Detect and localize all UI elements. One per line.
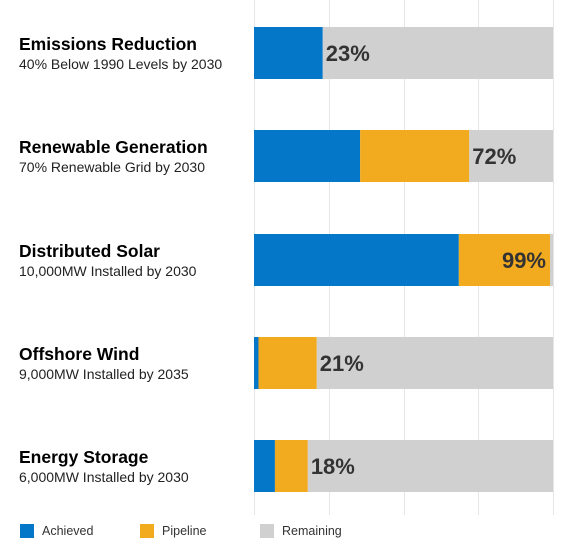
category-subtitle-0: 40% Below 1990 Levels by 2030 [19,56,223,72]
category-title-2: Distributed Solar [19,241,160,261]
category-subtitle-3: 9,000MW Installed by 2035 [19,366,189,382]
bar-remaining-2 [550,234,553,286]
data-label-0: 23% [326,41,370,66]
legend-swatch-remaining [260,524,274,538]
legend-pipeline: Pipeline [140,522,206,540]
bar-achieved-1 [254,130,361,182]
data-label-2: 99% [502,248,546,273]
data-label-3: 21% [320,351,364,376]
legend-remaining: Remaining [260,522,342,540]
bar-pipeline-1 [360,130,470,182]
bar-achieved-2 [254,234,459,286]
category-title-1: Renewable Generation [19,137,208,157]
category-title-3: Offshore Wind [19,344,140,364]
bar-achieved-0 [254,27,323,79]
bar-pipeline-4 [274,440,308,492]
bar-remaining-3 [316,337,553,389]
category-title-0: Emissions Reduction [19,34,197,54]
bar-pipeline-2 [458,234,551,286]
bar-pipeline-3 [258,337,317,389]
bar-remaining-0 [322,27,553,79]
data-label-4: 18% [311,454,355,479]
category-subtitle-4: 6,000MW Installed by 2030 [19,469,189,485]
legend-label-achieved: Achieved [42,524,94,538]
category-subtitle-1: 70% Renewable Grid by 2030 [19,159,206,175]
bar-achieved-4 [254,440,275,492]
legend-label-pipeline: Pipeline [162,524,207,538]
bar-remaining-1 [469,130,553,182]
legend-swatch-achieved [20,524,34,538]
legend-swatch-pipeline [140,524,154,538]
legend-label-remaining: Remaining [282,524,342,538]
legend-achieved: Achieved [20,522,93,540]
category-subtitle-2: 10,000MW Installed by 2030 [19,263,197,279]
category-title-4: Energy Storage [19,447,149,467]
bar-remaining-4 [307,440,553,492]
bar-achieved-3 [254,337,259,389]
data-label-1: 72% [472,144,516,169]
